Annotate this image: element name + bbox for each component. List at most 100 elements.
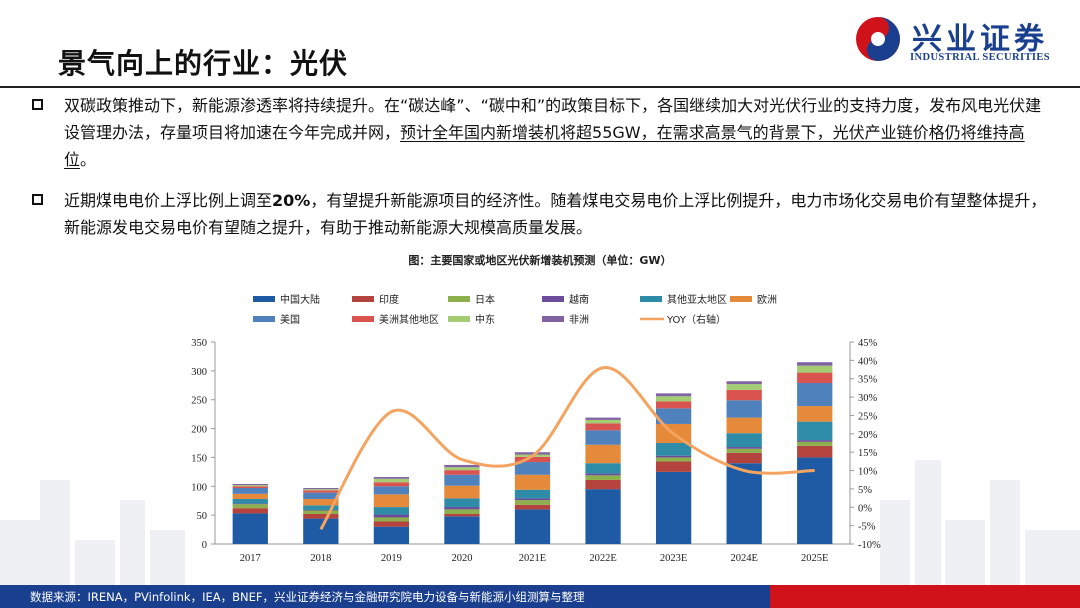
y-tick-label: 150	[191, 453, 207, 464]
brand-name-cn: 兴业证券	[912, 22, 1048, 57]
bar-segment	[232, 508, 268, 514]
bar-segment	[726, 389, 762, 401]
x-tick-label: 2021E	[519, 553, 546, 564]
legend-swatch	[542, 296, 564, 302]
bar-segment	[373, 486, 410, 495]
legend-label: 非洲	[569, 314, 589, 326]
y2-tick-label: 45%	[858, 338, 878, 349]
legend-label: 美洲其他地区	[379, 313, 439, 326]
bar-segment	[726, 452, 762, 464]
footer-bar-blue	[0, 585, 770, 608]
bullet-square-icon	[32, 99, 43, 110]
bar-segment	[303, 505, 339, 510]
bar-segment	[726, 448, 762, 453]
bar-segment	[444, 509, 480, 514]
bar-segment	[514, 509, 551, 544]
x-tick-label: 2019	[381, 553, 402, 564]
bar-segment	[726, 447, 762, 449]
bar-segment	[444, 516, 480, 544]
legend-label: 日本	[475, 293, 495, 306]
legend-swatch	[448, 296, 470, 302]
bar-segment	[514, 462, 551, 475]
bar-segment	[655, 443, 692, 456]
data-source: 数据来源：IRENA，PVinfolink，IEA，BNEF，兴业证券经济与金融…	[30, 590, 585, 604]
bar-segment	[444, 507, 480, 510]
bar-segment	[303, 488, 339, 490]
bar-segment	[303, 509, 339, 511]
title-divider	[0, 86, 1080, 88]
legend-label: 越南	[569, 293, 589, 306]
bar-segment	[232, 486, 268, 489]
x-tick-label: 2022E	[589, 553, 616, 564]
legend-label: YOY（右轴）	[666, 313, 726, 326]
x-tick-label: 2025E	[801, 553, 828, 564]
bullet-1-plain: 双碳政策推动下，新能源渗透率将持续提升。在“碳达峰”、“碳中和”的政策目标下，各…	[64, 96, 1042, 142]
bar-segment	[303, 498, 339, 506]
legend-swatch	[352, 296, 374, 302]
legend-label: 其他亚太地区	[667, 293, 727, 306]
bar-segment	[514, 498, 551, 501]
bar-segment	[444, 485, 480, 499]
legend-swatch	[448, 316, 470, 322]
bullet-2: 近期煤电电价上浮比例上调至20%，有望提升新能源项目的经济性。随着煤电交易电价上…	[32, 187, 1052, 241]
bar-segment	[232, 488, 268, 494]
legend-swatch	[253, 316, 275, 322]
legend-swatch	[542, 316, 564, 322]
bar-segment	[655, 471, 692, 544]
bar-segment	[373, 517, 410, 522]
bar-segment	[232, 485, 268, 487]
installations-chart: 0 50 100 150 200 250 300 350 -10% -5% 0% 5% 10% 15% 20…	[191, 293, 881, 564]
page-title: 景气向上的行业：光伏	[58, 47, 349, 80]
legend-label: 美国	[280, 313, 300, 326]
y2-tick-label: 15%	[858, 448, 878, 459]
bar-segment	[797, 362, 833, 366]
bar-segment	[585, 417, 621, 420]
y2-tick-label: 25%	[858, 411, 878, 422]
bar-segment	[655, 396, 692, 402]
bar-segment	[726, 400, 762, 418]
bar-segment	[444, 470, 480, 475]
footer-bar-red	[770, 585, 1080, 608]
bar-segment	[232, 504, 268, 509]
bar-segment	[585, 479, 621, 490]
bar-segment	[303, 490, 339, 493]
y-tick-label: 250	[191, 396, 207, 407]
bar-segment	[444, 464, 480, 468]
legend-swatch	[730, 296, 752, 302]
bullet-1-text: 双碳政策推动下，新能源渗透率将持续提升。在“碳达峰”、“碳中和”的政策目标下，各…	[64, 92, 1052, 173]
y2-tick-label: 10%	[858, 467, 878, 478]
bar-segment	[726, 381, 762, 385]
bar-segment	[444, 498, 480, 508]
bar-segment	[373, 494, 410, 508]
bar-segment	[514, 500, 551, 505]
bar-segment	[373, 482, 410, 487]
y-tick-label: 0	[202, 540, 207, 551]
y2-tick-label: 5%	[858, 485, 872, 496]
bar-segment	[585, 444, 621, 464]
bar-segment	[797, 421, 833, 441]
y-tick-label: 50	[197, 511, 208, 522]
bar-segment	[514, 456, 551, 463]
x-tick-label: 2024E	[730, 553, 757, 564]
x-tick-label: 2017	[240, 553, 261, 564]
brand-logo: 兴业证券 INDUSTRIAL SECURITIES	[852, 12, 1062, 68]
y-tick-label: 300	[191, 367, 207, 378]
bar-segment	[444, 467, 480, 471]
bar-segment	[726, 417, 762, 434]
y2-tick-label: 35%	[858, 375, 878, 386]
y2-tick-label: 30%	[858, 393, 878, 404]
bar-segment	[514, 452, 551, 455]
bullet-2-text: 近期煤电电价上浮比例上调至20%，有望提升新能源项目的经济性。随着煤电交易电价上…	[64, 187, 1052, 241]
bar-segment	[303, 513, 339, 519]
chart-caption: 图：主要国家或地区光伏新增装机预测（单位：GW）	[408, 254, 672, 267]
bar-segment	[303, 489, 339, 491]
bar-segment	[373, 478, 410, 483]
bar-segment	[655, 457, 692, 462]
bar-segment	[655, 455, 692, 458]
bar-segment	[726, 433, 762, 448]
bar-segment	[232, 493, 268, 499]
bar-segment	[514, 474, 551, 490]
bar-segment	[797, 440, 833, 442]
bar-segment	[585, 430, 621, 445]
